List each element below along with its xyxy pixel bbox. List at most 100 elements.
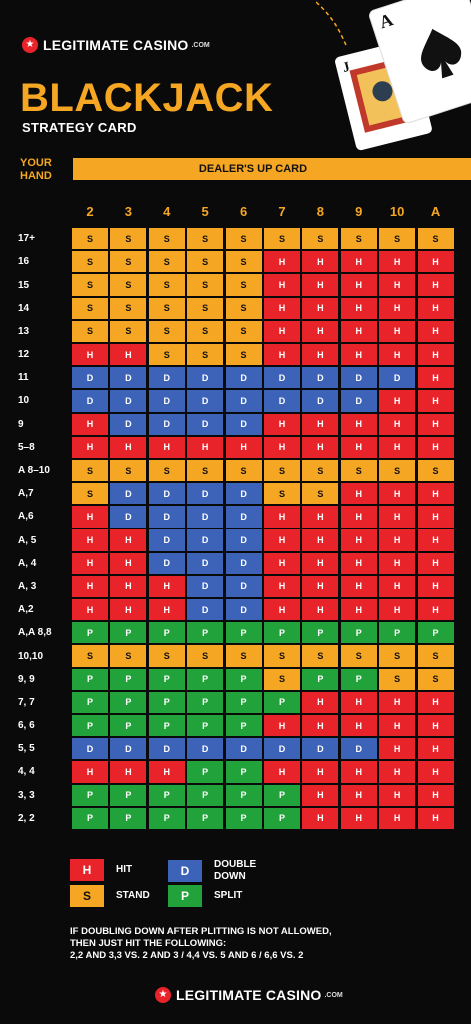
strategy-cell: H — [379, 390, 416, 412]
strategy-cell: H — [302, 436, 339, 458]
column-header: 4 — [163, 204, 171, 219]
strategy-cell: D — [225, 413, 262, 435]
strategy-cell: D — [110, 390, 147, 412]
strategy-cell: H — [379, 251, 416, 273]
strategy-cell: H — [379, 552, 416, 574]
strategy-cell: S — [110, 228, 147, 250]
strategy-cell: H — [148, 761, 185, 783]
strategy-cell: S — [187, 645, 224, 667]
legend-stand: S STAND — [70, 885, 150, 907]
page-title: BLACKJACK — [20, 76, 274, 120]
strategy-cell: S — [187, 343, 224, 366]
strategy-cell: P — [72, 622, 108, 644]
row-label: A, 5 — [18, 534, 37, 546]
strategy-cell: S — [72, 228, 108, 250]
legend-stand-label: STAND — [116, 890, 150, 901]
footnote-line: 2,2 AND 3,3 VS. 2 AND 3 / 4,4 VS. 5 AND … — [70, 950, 304, 961]
strategy-cell: S — [72, 459, 108, 482]
strategy-cell: S — [110, 251, 147, 273]
row-label: 12 — [18, 349, 30, 361]
strategy-cell: H — [340, 552, 377, 574]
strategy-row: 10 D D D D D D D D H H — [18, 390, 456, 412]
strategy-cell: H — [379, 575, 416, 598]
strategy-cell: H — [379, 599, 416, 621]
strategy-cell: D — [148, 552, 185, 574]
strategy-cell: H — [417, 738, 454, 760]
playing-cards-illustration: J A — [315, 0, 471, 160]
strategy-cell: H — [340, 297, 377, 319]
column-header: 8 — [316, 204, 324, 219]
strategy-row: A 8–10 S S S S S S S S S S — [18, 459, 456, 482]
strategy-cell: H — [417, 297, 454, 319]
logo-text: LEGITIMATE CASINO — [43, 37, 189, 53]
row-label: 6, 6 — [18, 720, 35, 732]
strategy-cell: D — [187, 552, 224, 574]
strategy-cell: H — [417, 599, 454, 621]
strategy-cell: H — [417, 483, 454, 505]
strategy-cell: H — [110, 761, 147, 783]
strategy-cell: H — [379, 297, 416, 319]
strategy-row: 11 D D D D D D D D D H — [18, 367, 456, 389]
strategy-cell: P — [187, 807, 224, 829]
strategy-cell: H — [379, 436, 416, 458]
strategy-cell: S — [72, 297, 108, 319]
strategy-cell: S — [340, 228, 377, 250]
row-label: 4, 4 — [18, 766, 35, 778]
strategy-cell: H — [379, 691, 416, 714]
strategy-row: A,A 8,8 P P P P P P P P P P — [18, 622, 456, 644]
strategy-cell: S — [187, 459, 224, 482]
strategy-cell: D — [187, 506, 224, 528]
strategy-cell: H — [340, 251, 377, 273]
legend-stand-swatch: S — [70, 885, 104, 907]
column-header: A — [430, 204, 441, 219]
row-label: A, 3 — [18, 580, 37, 592]
strategy-cell: H — [340, 436, 377, 458]
strategy-cell: H — [110, 552, 147, 574]
strategy-cell: D — [187, 575, 224, 598]
strategy-cell: H — [340, 691, 377, 714]
strategy-cell: D — [340, 738, 377, 760]
strategy-cell: H — [263, 761, 300, 783]
strategy-cell: H — [417, 436, 454, 458]
strategy-cell: H — [72, 575, 108, 598]
logo-suffix: .COM — [191, 41, 210, 49]
strategy-cell: S — [379, 668, 416, 690]
strategy-cell: D — [225, 575, 262, 598]
strategy-cell: S — [263, 668, 300, 690]
strategy-cell: H — [340, 343, 377, 366]
strategy-cell: P — [72, 784, 108, 806]
row-label: 10 — [18, 395, 30, 407]
strategy-cell: H — [263, 714, 300, 737]
dealer-up-card-header: DEALER'S UP CARD — [73, 158, 471, 180]
strategy-cell: H — [302, 506, 339, 528]
strategy-cell: D — [187, 367, 224, 389]
strategy-cell: H — [110, 529, 147, 551]
strategy-cell: H — [417, 343, 454, 366]
strategy-cell: H — [263, 251, 300, 273]
strategy-cell: P — [148, 691, 185, 714]
strategy-cell: P — [187, 691, 224, 714]
strategy-grid: 17+ S S S S S S S S S S 16 S S S S S H H H H H 15 S S S S S H H H H H 14 S… — [18, 228, 456, 831]
strategy-cell: H — [417, 761, 454, 783]
strategy-cell: S — [340, 645, 377, 667]
strategy-cell: H — [263, 529, 300, 551]
legend-split-label: SPLIT — [214, 890, 243, 901]
strategy-cell: D — [148, 367, 185, 389]
strategy-cell: S — [110, 645, 147, 667]
row-label: 5–8 — [18, 441, 35, 453]
strategy-cell: S — [302, 228, 339, 250]
strategy-cell: D — [263, 367, 300, 389]
strategy-cell: H — [340, 575, 377, 598]
strategy-cell: P — [110, 668, 147, 690]
strategy-cell: H — [417, 251, 454, 273]
strategy-cell: S — [225, 274, 262, 296]
strategy-cell: S — [379, 645, 416, 667]
footnote-line: THEN JUST HIT THE FOLLOWING: — [70, 938, 227, 949]
strategy-cell: P — [302, 622, 339, 644]
strategy-cell: P — [110, 714, 147, 737]
strategy-cell: H — [379, 738, 416, 760]
